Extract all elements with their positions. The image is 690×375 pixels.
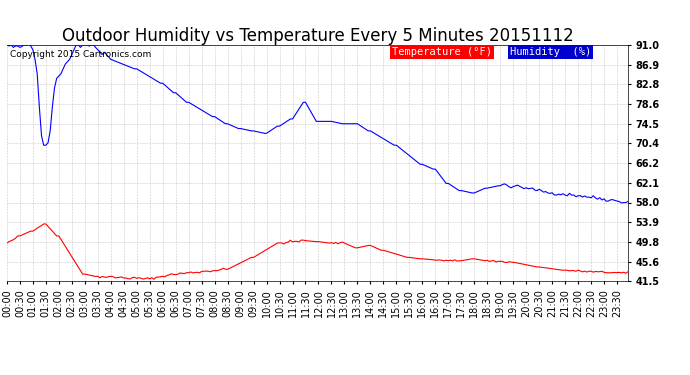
Text: Temperature (°F): Temperature (°F) <box>392 47 492 57</box>
Title: Outdoor Humidity vs Temperature Every 5 Minutes 20151112: Outdoor Humidity vs Temperature Every 5 … <box>61 27 573 45</box>
Text: Copyright 2015 Cartronics.com: Copyright 2015 Cartronics.com <box>10 50 151 59</box>
Text: Humidity  (%): Humidity (%) <box>510 47 591 57</box>
